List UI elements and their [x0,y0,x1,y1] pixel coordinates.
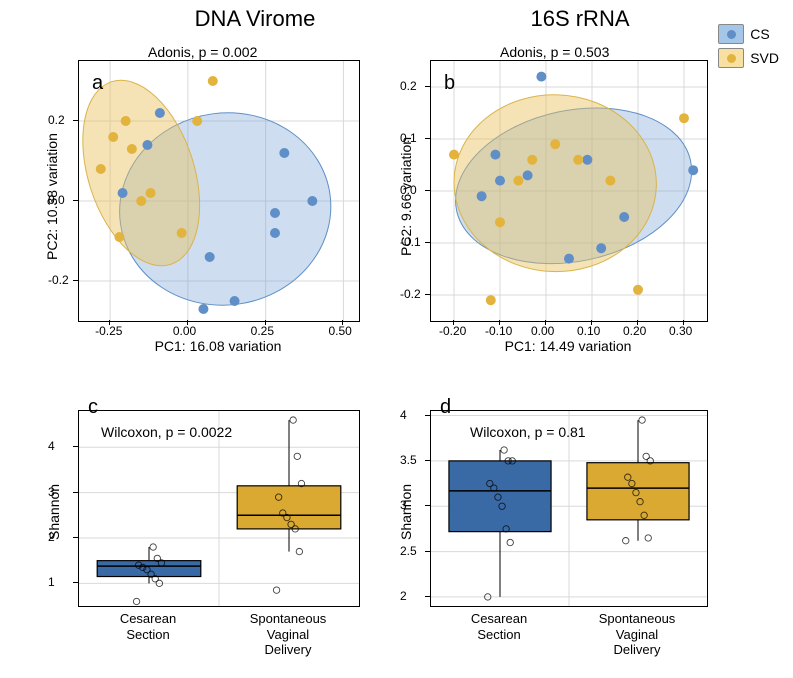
panel-b-letter: b [444,72,455,95]
panel-d-letter: d [440,396,451,419]
xtick-label: 0.10 [577,324,600,338]
panel-a-letter: a [92,72,103,95]
panel-b-adonis: Adonis, p = 0.503 [500,44,609,60]
legend-swatch-cs [718,24,744,44]
xtick-label: -0.25 [95,324,122,338]
xtick-label: -0.20 [439,324,466,338]
category-label: SpontaneousVaginalDelivery [572,611,702,658]
ytick-label: 4 [48,439,55,453]
xtick-label: 0.00 [531,324,554,338]
panel-a-xlabel: PC1: 16.08 variation [78,338,358,354]
panel-b-xlabel: PC1: 14.49 variation [430,338,706,354]
category-label: CesareanSection [434,611,564,642]
panel-d-wilcoxon: Wilcoxon, p = 0.81 [470,424,586,440]
title-dna-virome: DNA Virome [155,6,355,32]
panel-a-plot [78,60,360,322]
ytick-label: -0.2 [400,287,421,301]
legend-label-svd: SVD [750,50,779,66]
ytick-label: 3.5 [400,453,417,467]
ytick-label: -0.1 [400,235,421,249]
ytick-label: 2.5 [400,544,417,558]
xtick-label: 0.20 [623,324,646,338]
panel-c-letter: c [88,396,98,419]
xtick-label: 0.00 [173,324,196,338]
ytick-label: 0.1 [400,131,417,145]
panel-c-wilcoxon: Wilcoxon, p = 0.0022 [101,424,232,440]
legend-label-cs: CS [750,26,769,42]
legend-swatch-svd [718,48,744,68]
category-label: CesareanSection [82,611,214,642]
ytick-label: 0.0 [48,193,65,207]
panel-a-adonis: Adonis, p = 0.002 [148,44,257,60]
xtick-label: -0.10 [485,324,512,338]
ytick-label: 1 [48,575,55,589]
ytick-label: -0.2 [48,273,69,287]
ytick-label: 2 [400,589,407,603]
xtick-label: 0.30 [669,324,692,338]
title-16s-rrna: 16S rRNA [480,6,680,32]
ytick-label: 2 [48,530,55,544]
ytick-label: 0.2 [48,113,65,127]
figure-root: DNA Virome 16S rRNA CS SVD Adonis, p = 0… [0,0,793,678]
legend: CS SVD [718,24,779,72]
category-label: SpontaneousVaginalDelivery [222,611,354,658]
legend-item-svd: SVD [718,48,779,68]
xtick-label: 0.25 [251,324,274,338]
ytick-label: 3 [400,498,407,512]
ytick-label: 0.2 [400,79,417,93]
panel-b-plot [430,60,708,322]
xtick-label: 0.50 [328,324,351,338]
ytick-label: 0.0 [400,183,417,197]
legend-item-cs: CS [718,24,779,44]
ytick-label: 4 [400,408,407,422]
ytick-label: 3 [48,485,55,499]
